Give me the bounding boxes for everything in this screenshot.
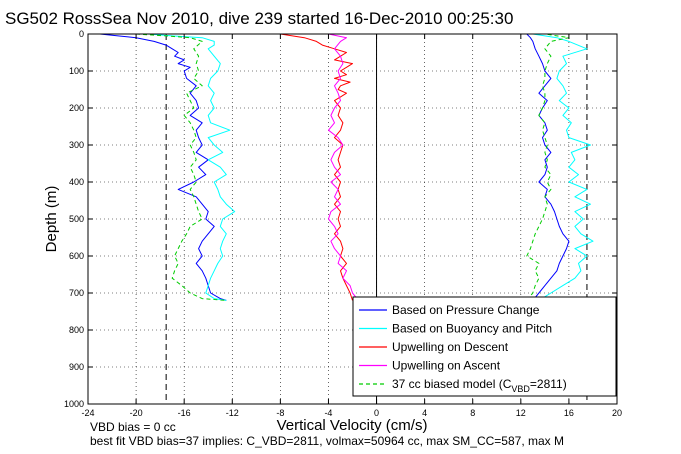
series-3 bbox=[280, 33, 353, 301]
footer-line-2: best fit VBD bias=37 implies: C_VBD=2811… bbox=[90, 434, 564, 448]
series-1 bbox=[99, 33, 570, 301]
x-tick-label: -20 bbox=[130, 408, 143, 418]
y-tick-label: 500 bbox=[69, 214, 84, 224]
y-tick-label: 700 bbox=[69, 288, 84, 298]
legend-label: Based on Pressure Change bbox=[392, 303, 540, 317]
chart-title: SG502 RossSea Nov 2010, dive 239 started… bbox=[5, 9, 513, 28]
series-4 bbox=[328, 33, 359, 301]
x-axis-ticks: -24 -20 -16 -12 -8 -4 0 4 8 12 16 20 bbox=[81, 34, 622, 418]
legend-label: Based on Buoyancy and Pitch bbox=[392, 322, 552, 336]
y-tick-label: 300 bbox=[69, 140, 84, 150]
legend-box bbox=[352, 296, 617, 397]
x-tick-label: 16 bbox=[564, 408, 574, 418]
series-5 bbox=[136, 33, 570, 301]
series-line bbox=[328, 33, 359, 301]
legend-label: Upwelling on Descent bbox=[392, 340, 509, 354]
y-tick-label: 100 bbox=[69, 66, 84, 76]
legend: Based on Pressure Change Based on Buoyanc… bbox=[352, 296, 617, 397]
y-tick-label: 0 bbox=[79, 29, 84, 39]
series-line bbox=[136, 33, 227, 301]
footer-line-1: VBD bias = 0 cc bbox=[90, 420, 176, 434]
x-tick-label: -24 bbox=[81, 408, 94, 418]
series-line bbox=[532, 33, 594, 301]
x-tick-label: 20 bbox=[612, 408, 622, 418]
x-tick-label: 12 bbox=[516, 408, 526, 418]
y-tick-label: 400 bbox=[69, 177, 84, 187]
x-tick-label: -16 bbox=[178, 408, 191, 418]
y-axis-ticks: 0 100 200 300 400 500 600 700 800 900 1000 bbox=[64, 29, 617, 409]
x-tick-label: -8 bbox=[276, 408, 284, 418]
x-axis-label: Vertical Velocity (cm/s) bbox=[277, 417, 428, 434]
x-tick-label: -12 bbox=[226, 408, 239, 418]
legend-label: 37 cc biased model (CVBD=2811) bbox=[392, 377, 567, 394]
legend-label: Upwelling on Ascent bbox=[392, 359, 501, 373]
y-tick-label: 900 bbox=[69, 362, 84, 372]
y-tick-label: 1000 bbox=[64, 399, 84, 409]
x-tick-label: 8 bbox=[470, 408, 475, 418]
x-tick-label: 0 bbox=[374, 408, 379, 418]
y-axis-label: Depth (m) bbox=[43, 186, 60, 253]
series bbox=[99, 33, 594, 301]
y-tick-label: 600 bbox=[69, 251, 84, 261]
series-line bbox=[99, 33, 227, 301]
y-tick-label: 200 bbox=[69, 103, 84, 113]
x-tick-label: 4 bbox=[422, 408, 427, 418]
y-tick-label: 800 bbox=[69, 325, 84, 335]
series-line bbox=[526, 33, 570, 301]
series-line bbox=[148, 33, 236, 301]
series-line bbox=[526, 33, 570, 301]
x-tick-label: -4 bbox=[324, 408, 332, 418]
series-line bbox=[280, 33, 353, 301]
series-2 bbox=[148, 33, 594, 301]
